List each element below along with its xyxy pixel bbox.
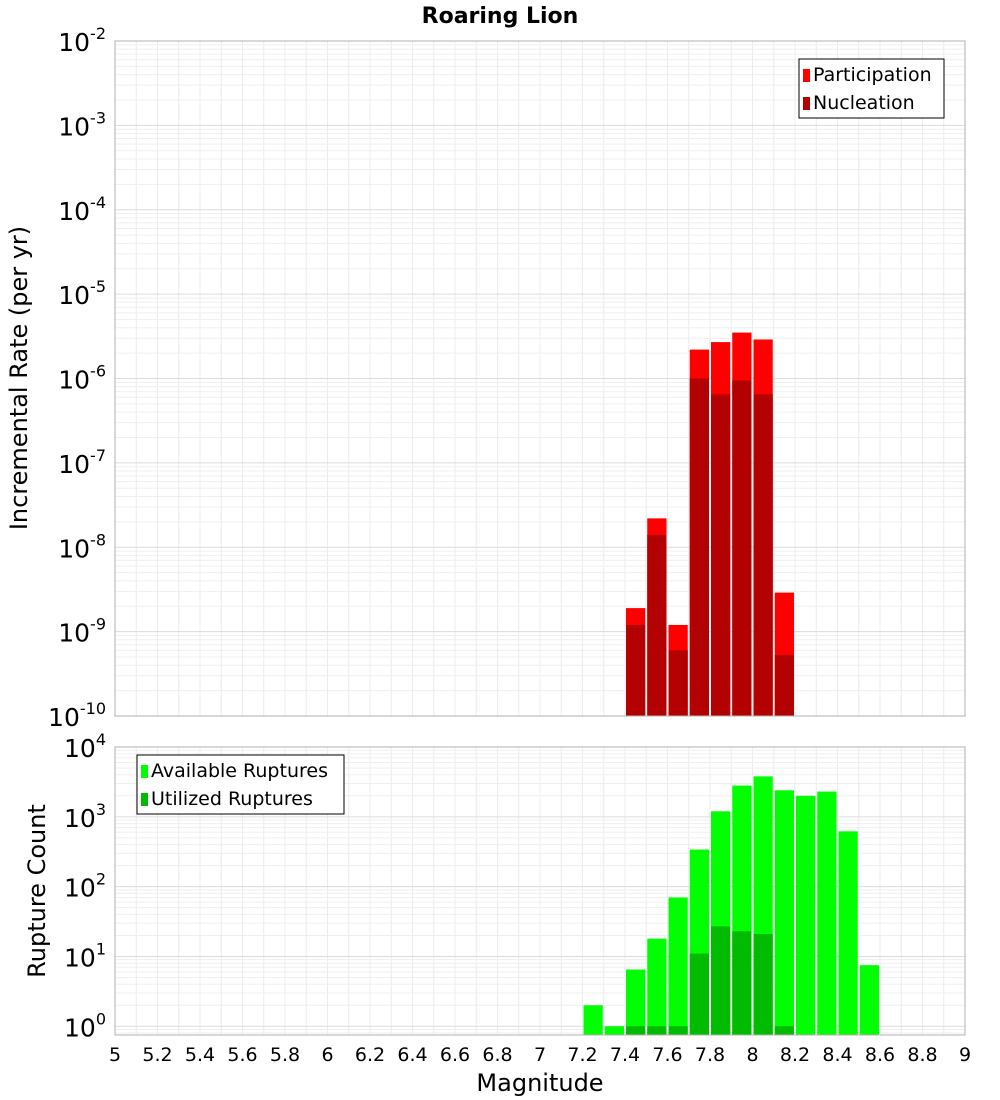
legend: Available Ruptures Utilized Ruptures (136, 754, 345, 815)
bar (838, 831, 858, 1035)
rupture-count-panel: 100 101 102 103 104 5 5.2 5.4 5.6 5.8 6 6.2 6.4 6.6 6.… (64, 730, 971, 1066)
legend-box (798, 58, 945, 119)
x-tick-label: 7.2 (567, 1044, 597, 1066)
x-tick-label: 7.4 (610, 1044, 640, 1066)
x-tick-label: 5.2 (142, 1044, 172, 1066)
y-tick-label: 10-8 (58, 530, 106, 563)
bar (626, 969, 646, 1035)
x-tick-label: 7.6 (652, 1044, 682, 1066)
bar (626, 624, 646, 716)
bar (774, 654, 794, 716)
legend-entry: Participation (813, 64, 932, 86)
x-tick-label: 7 (534, 1044, 546, 1066)
x-tick-label: 8.8 (907, 1044, 937, 1066)
bar (604, 1026, 624, 1035)
bar (647, 1026, 667, 1035)
x-tick-label: 7.8 (695, 1044, 725, 1066)
x-tick-label: 5.6 (227, 1044, 257, 1066)
plot-frame (114, 746, 966, 1036)
bar (732, 931, 752, 1035)
y-tick-label: 10-7 (58, 446, 106, 479)
bar (753, 933, 773, 1035)
x-tick-label: 8.2 (780, 1044, 810, 1066)
x-tick-label: 6.2 (355, 1044, 385, 1066)
series-front (626, 926, 794, 1035)
legend-swatch (803, 97, 810, 110)
y-tick-label: 10-5 (58, 277, 106, 310)
y-tick-label: 100 (64, 1009, 106, 1042)
bar (774, 790, 794, 1035)
x-tick-label: 6 (321, 1044, 333, 1066)
chart-title: Roaring Lion (422, 4, 579, 29)
y-tick-label: 10-3 (58, 108, 106, 141)
bar (711, 926, 731, 1035)
bar (689, 953, 709, 1035)
x-tick-label: 8.6 (865, 1044, 895, 1066)
bar (796, 795, 816, 1035)
legend-swatch (141, 793, 148, 806)
bar (668, 897, 688, 1035)
x-tick-label: 8.4 (822, 1044, 852, 1066)
bar (626, 1026, 646, 1035)
x-tick-label: 9 (959, 1044, 971, 1066)
bar (859, 965, 879, 1035)
magnitude-x-axis-label: Magnitude (476, 1069, 603, 1097)
bar (817, 791, 837, 1035)
count-y-axis-label: Rupture Count (23, 804, 51, 978)
y-tick-label: 10-2 (58, 24, 106, 57)
legend-swatch (141, 765, 148, 778)
bar (711, 394, 731, 716)
legend-entry: Available Ruptures (151, 760, 328, 782)
y-tick-label: 10-6 (58, 362, 106, 395)
x-tick-label: 6.8 (482, 1044, 512, 1066)
x-tick-label: 6.4 (397, 1044, 427, 1066)
x-tick-label: 6.6 (440, 1044, 470, 1066)
bar (668, 650, 688, 716)
series-front (626, 378, 794, 716)
y-tick-label: 102 (64, 870, 106, 903)
legend-box (136, 754, 345, 815)
plot-frame (114, 40, 966, 717)
rate-panel: 10-10 10-9 10-8 10-7 10-6 10-5 10-4 10-3 10-2 Par… (48, 24, 966, 732)
y-tick-label: 101 (64, 939, 106, 972)
x-tick-label: 5.4 (185, 1044, 215, 1066)
y-tick-label: 10-9 (58, 615, 106, 648)
bar (583, 1005, 603, 1035)
bar (647, 534, 667, 716)
y-tick-label: 10-10 (48, 699, 106, 732)
bar (774, 1026, 794, 1035)
bar (647, 938, 667, 1035)
bar (668, 1026, 688, 1035)
bar (753, 394, 773, 716)
legend: Participation Nucleation (798, 58, 945, 119)
y-tick-label: 103 (64, 800, 106, 833)
legend-entry: Utilized Ruptures (151, 788, 313, 810)
y-tick-label: 104 (64, 730, 106, 763)
x-tick-label: 5 (109, 1044, 121, 1066)
x-tick-label: 5.8 (270, 1044, 300, 1066)
legend-swatch (803, 69, 810, 82)
x-tick-label: 8 (746, 1044, 758, 1066)
rate-y-axis-label: Incremental Rate (per yr) (5, 226, 33, 530)
gridlines (114, 41, 966, 717)
y-tick-label: 10-4 (58, 193, 106, 226)
bar (732, 380, 752, 716)
legend-entry: Nucleation (813, 92, 915, 114)
bar (689, 378, 709, 716)
